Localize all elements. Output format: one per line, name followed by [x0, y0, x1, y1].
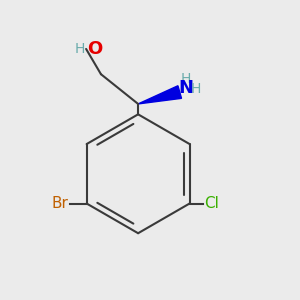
Polygon shape	[138, 86, 182, 104]
Text: O: O	[88, 40, 103, 58]
Text: Br: Br	[52, 196, 69, 211]
Text: H: H	[74, 42, 85, 56]
Text: H: H	[181, 72, 191, 86]
Text: N: N	[178, 80, 193, 98]
Text: H: H	[190, 82, 201, 96]
Text: Cl: Cl	[205, 196, 219, 211]
